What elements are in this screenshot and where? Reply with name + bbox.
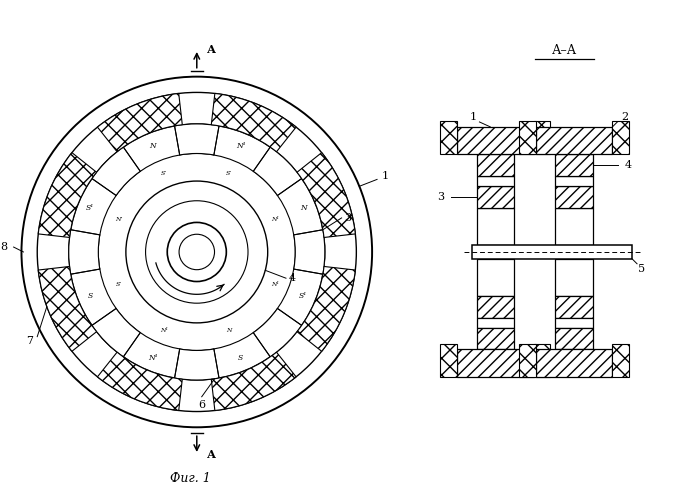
Circle shape bbox=[37, 92, 356, 411]
Text: 1: 1 bbox=[470, 112, 477, 122]
Bar bbox=[472, 245, 632, 259]
Bar bbox=[555, 328, 593, 349]
Text: N: N bbox=[300, 204, 307, 212]
Text: N’: N’ bbox=[115, 217, 122, 222]
Bar bbox=[555, 154, 593, 176]
Bar bbox=[457, 350, 534, 377]
Circle shape bbox=[167, 222, 226, 282]
Text: 3: 3 bbox=[344, 213, 351, 223]
Wedge shape bbox=[175, 349, 219, 380]
Text: 8: 8 bbox=[0, 242, 8, 252]
Circle shape bbox=[126, 181, 268, 323]
Text: А–А: А–А bbox=[552, 44, 577, 57]
Wedge shape bbox=[38, 266, 96, 352]
Text: S’: S’ bbox=[115, 282, 121, 287]
Wedge shape bbox=[211, 94, 296, 152]
Wedge shape bbox=[97, 94, 183, 152]
Wedge shape bbox=[175, 124, 219, 155]
Wedge shape bbox=[297, 152, 355, 238]
Wedge shape bbox=[69, 230, 100, 274]
Circle shape bbox=[146, 201, 248, 303]
Text: 6: 6 bbox=[198, 400, 205, 409]
Text: S: S bbox=[238, 354, 244, 362]
Text: 5: 5 bbox=[638, 264, 645, 274]
Circle shape bbox=[22, 76, 372, 428]
Bar bbox=[536, 350, 612, 377]
Text: S’: S’ bbox=[226, 171, 232, 176]
Text: Фиг. 1: Фиг. 1 bbox=[169, 472, 210, 485]
Text: N¹: N¹ bbox=[160, 328, 169, 332]
Text: 7: 7 bbox=[26, 336, 33, 345]
Text: N¹: N¹ bbox=[148, 354, 158, 362]
Bar bbox=[440, 121, 457, 154]
Circle shape bbox=[69, 124, 325, 380]
Wedge shape bbox=[297, 266, 355, 352]
Bar bbox=[519, 121, 536, 154]
Bar bbox=[457, 127, 534, 154]
Text: 2: 2 bbox=[622, 112, 629, 122]
Wedge shape bbox=[253, 147, 302, 196]
Wedge shape bbox=[211, 352, 296, 410]
Text: 3: 3 bbox=[437, 192, 445, 202]
Bar bbox=[555, 259, 593, 296]
Text: S¹: S¹ bbox=[299, 292, 307, 300]
Bar bbox=[612, 121, 629, 154]
Bar bbox=[477, 318, 514, 328]
Bar bbox=[555, 296, 593, 318]
Text: 1: 1 bbox=[382, 172, 389, 181]
Bar bbox=[555, 318, 593, 328]
Wedge shape bbox=[253, 308, 302, 357]
Bar bbox=[477, 186, 514, 208]
Wedge shape bbox=[294, 230, 325, 274]
Wedge shape bbox=[92, 308, 140, 357]
Bar bbox=[519, 344, 536, 377]
Text: N¹: N¹ bbox=[271, 217, 279, 222]
Text: N¹: N¹ bbox=[271, 282, 279, 287]
Bar bbox=[477, 259, 514, 296]
Text: А: А bbox=[207, 450, 216, 460]
Text: N¹: N¹ bbox=[236, 142, 246, 150]
Bar bbox=[555, 208, 593, 245]
Bar bbox=[477, 154, 514, 176]
Text: 4: 4 bbox=[625, 160, 632, 170]
Text: S: S bbox=[87, 292, 93, 300]
Wedge shape bbox=[97, 352, 183, 410]
Bar bbox=[440, 344, 457, 377]
Bar bbox=[477, 328, 514, 349]
Text: N: N bbox=[226, 328, 232, 332]
Bar bbox=[477, 208, 514, 245]
Bar bbox=[555, 186, 593, 208]
Bar bbox=[477, 176, 514, 186]
Text: S’: S’ bbox=[161, 171, 167, 176]
Text: А: А bbox=[207, 44, 216, 54]
Text: 4: 4 bbox=[288, 273, 296, 283]
Bar bbox=[536, 127, 612, 154]
Circle shape bbox=[99, 154, 295, 350]
Text: N: N bbox=[149, 142, 156, 150]
Bar bbox=[534, 344, 550, 377]
Bar bbox=[612, 344, 629, 377]
Bar bbox=[555, 176, 593, 186]
Wedge shape bbox=[38, 152, 96, 238]
Bar bbox=[477, 296, 514, 318]
Bar bbox=[534, 121, 550, 154]
Wedge shape bbox=[92, 147, 140, 196]
Circle shape bbox=[179, 234, 214, 270]
Text: S¹: S¹ bbox=[86, 204, 94, 212]
